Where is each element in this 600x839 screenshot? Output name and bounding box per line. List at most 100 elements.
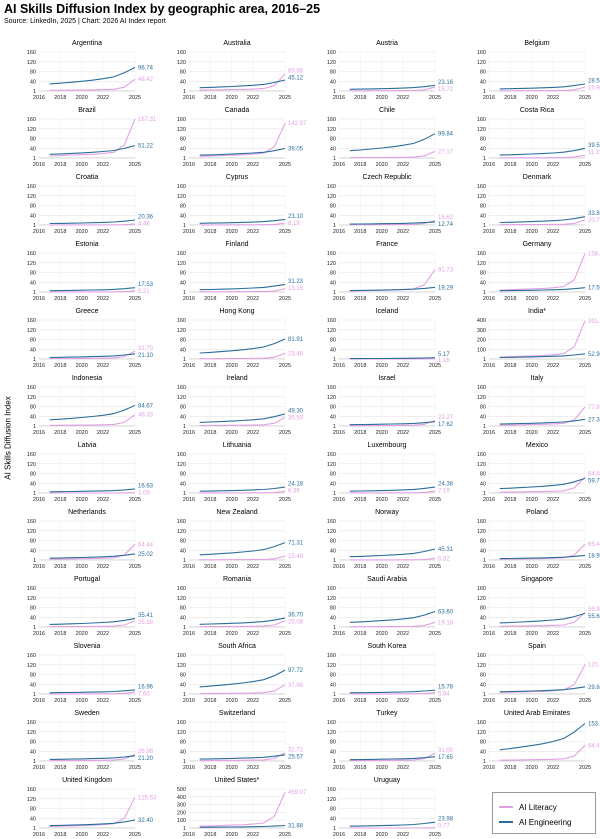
data-label-engineering: 84.67 — [138, 403, 154, 409]
y-tick-label: 120 — [477, 596, 486, 602]
series-line-engineering — [499, 612, 586, 624]
panel-south-korea: South Korea 1 40 80 120 160 2016 2018 2020 2022 20… — [327, 643, 454, 704]
y-tick-label: 160 — [477, 117, 486, 123]
series-line-literacy — [499, 320, 586, 358]
x-tick-label: 2025 — [129, 832, 141, 838]
panel-sweden: Sweden 1 40 80 120 160 2016 2018 2020 2022 2025 26.… — [27, 710, 154, 771]
data-label-engineering: 25.02 — [138, 552, 154, 558]
y-tick-label: 40 — [480, 749, 486, 755]
x-tick-label: 2025 — [279, 497, 291, 503]
y-tick-label: 40 — [330, 280, 336, 286]
y-tick-label: 80 — [330, 338, 336, 344]
data-label-engineering: 17.53 — [138, 282, 154, 288]
series-line-engineering — [199, 283, 286, 291]
y-tick-label: 120 — [27, 395, 36, 401]
series-line-literacy — [349, 621, 436, 628]
panel-title: Canada — [225, 107, 250, 114]
y-tick-label: 1 — [333, 692, 336, 698]
x-tick-label: 2018 — [204, 497, 216, 503]
data-label-literacy: 459.07 — [288, 790, 307, 796]
series-line-literacy — [499, 476, 586, 493]
data-label-literacy: 391.99 — [588, 319, 600, 325]
x-tick-label: 2022 — [97, 698, 109, 704]
x-tick-label: 2022 — [397, 631, 409, 637]
y-tick-label: 1 — [33, 491, 36, 497]
series-line-engineering — [499, 554, 586, 560]
series-line-engineering — [349, 357, 436, 360]
y-tick-label: 40 — [30, 213, 36, 219]
series-line-literacy — [199, 490, 286, 494]
data-label-engineering: 27.33 — [588, 417, 600, 423]
x-tick-label: 2020 — [76, 162, 88, 168]
data-label-literacy: 11.19 — [588, 150, 600, 156]
x-tick-label: 2018 — [204, 765, 216, 771]
x-tick-label: 2022 — [97, 765, 109, 771]
series-line-literacy — [499, 154, 586, 159]
x-tick-label: 2020 — [76, 296, 88, 302]
panel-singapore: Singapore 1 40 80 120 160 2016 2018 2020 2022 2025… — [477, 576, 600, 637]
y-tick-label: 80 — [180, 338, 186, 344]
y-tick-label: 80 — [30, 740, 36, 746]
y-tick-label: 120 — [177, 596, 186, 602]
x-tick-label: 2020 — [76, 564, 88, 570]
series-line-engineering — [349, 548, 436, 558]
x-tick-label: 2020 — [526, 698, 538, 704]
panel-title: Ireland — [226, 375, 248, 382]
x-tick-label: 2018 — [204, 631, 216, 637]
x-tick-label: 2022 — [247, 363, 259, 369]
data-label-engineering: 35.41 — [138, 613, 154, 619]
series-line-engineering — [199, 486, 286, 492]
y-tick-label: 80 — [180, 472, 186, 478]
data-label-engineering: 31.23 — [288, 279, 304, 285]
y-tick-label: 100 — [177, 818, 186, 824]
x-tick-label: 2022 — [97, 497, 109, 503]
y-tick-label: 80 — [330, 673, 336, 679]
x-tick-label: 2022 — [247, 698, 259, 704]
panel-title: Australia — [223, 40, 250, 47]
x-tick-label: 2025 — [279, 229, 291, 235]
data-label-engineering: 23.16 — [438, 80, 454, 86]
series-line-engineering — [499, 686, 586, 693]
x-tick-label: 2025 — [579, 765, 591, 771]
y-tick-label: 120 — [177, 730, 186, 736]
y-tick-label: 40 — [30, 548, 36, 554]
x-tick-label: 2022 — [397, 296, 409, 302]
x-tick-label: 2022 — [97, 430, 109, 436]
data-label-engineering: 21.10 — [138, 353, 154, 359]
panel-australia: Australia 1 40 80 120 160 2016 2018 2020 2022 2025… — [177, 40, 304, 101]
y-tick-label: 120 — [477, 261, 486, 267]
y-tick-label: 80 — [480, 70, 486, 76]
x-tick-label: 2025 — [429, 363, 441, 369]
y-tick-label: 1 — [183, 156, 186, 162]
panel-title: South Africa — [218, 643, 256, 650]
x-tick-label: 2018 — [504, 95, 516, 101]
x-tick-label: 2018 — [504, 430, 516, 436]
x-tick-label: 2018 — [354, 765, 366, 771]
x-tick-label: 2020 — [526, 631, 538, 637]
y-tick-label: 80 — [480, 472, 486, 478]
series-line-literacy — [49, 223, 136, 226]
panel-south-africa: South Africa 1 40 80 120 160 2016 2018 2020 2022 2… — [177, 643, 304, 704]
x-tick-label: 2020 — [526, 765, 538, 771]
series-line-engineering — [49, 353, 136, 359]
series-line-engineering — [499, 216, 586, 224]
x-tick-label: 2018 — [204, 95, 216, 101]
x-tick-label: 2025 — [429, 95, 441, 101]
y-tick-label: 40 — [180, 481, 186, 487]
x-tick-label: 2016 — [183, 765, 195, 771]
panel-title: Italy — [531, 375, 544, 382]
y-tick-label: 120 — [327, 529, 336, 535]
x-tick-label: 2022 — [397, 430, 409, 436]
page-title: AI Skills Diffusion Index by geographic … — [4, 2, 321, 16]
x-tick-label: 2018 — [54, 296, 66, 302]
data-label-engineering: 97.72 — [288, 668, 304, 674]
x-tick-label: 2020 — [226, 430, 238, 436]
data-label-engineering: 24.38 — [438, 482, 454, 488]
y-tick-label: 40 — [480, 548, 486, 554]
data-label-literacy: 142.97 — [288, 121, 307, 127]
y-tick-label: 160 — [327, 385, 336, 391]
y-tick-label: 1 — [483, 759, 486, 765]
series-line-literacy — [349, 150, 436, 159]
y-tick-label: 200 — [477, 338, 486, 344]
y-tick-label: 1 — [183, 89, 186, 95]
